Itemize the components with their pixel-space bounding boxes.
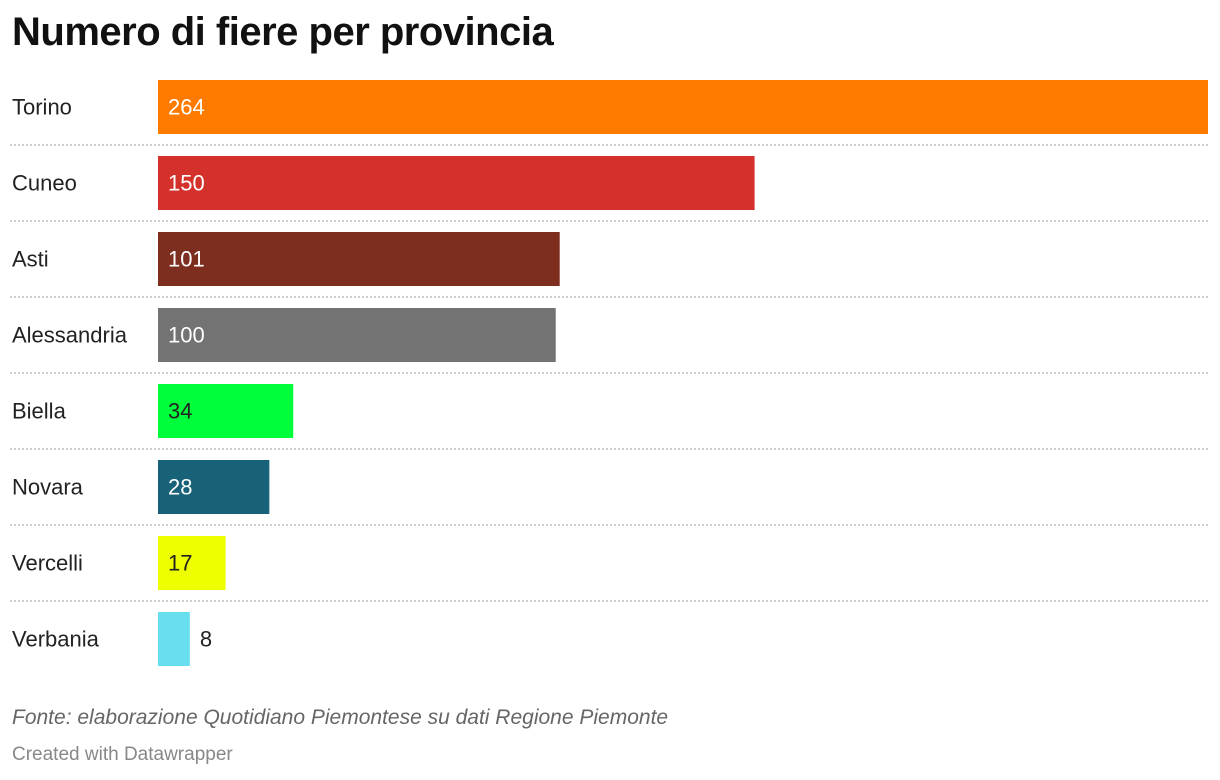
credit-link[interactable]: Created with Datawrapper <box>12 744 233 765</box>
bars-group: Torino 264 Cuneo 150 Asti 101 Alessandria 100 Bi… <box>12 80 1208 666</box>
chart-title: Numero di fiere per provincia <box>12 10 554 54</box>
bar-row-alessandria: Alessandria 100 <box>12 308 556 362</box>
category-label: Asti <box>12 247 49 272</box>
value-label: 101 <box>168 247 205 272</box>
bar <box>158 460 270 514</box>
category-label: Torino <box>12 95 72 120</box>
bar-chart: Torino 264 Cuneo 150 Asti 101 Alessandria 100 Bi… <box>10 80 1208 666</box>
category-label: Vercelli <box>12 551 83 576</box>
value-label: 150 <box>168 171 205 196</box>
bar <box>158 536 226 590</box>
value-label: 8 <box>200 627 212 652</box>
bar-row-asti: Asti 101 <box>12 232 560 286</box>
source-note: Fonte: elaborazione Quotidiano Piemontes… <box>12 706 669 729</box>
value-label: 100 <box>168 323 205 348</box>
bar <box>158 612 190 666</box>
bar <box>158 80 1208 134</box>
bar-row-torino: Torino 264 <box>12 80 1208 134</box>
bar-row-verbania: Verbania 8 <box>12 612 212 666</box>
bar-row-vercelli: Vercelli 17 <box>12 536 226 590</box>
category-label: Cuneo <box>12 171 77 196</box>
bar <box>158 156 755 210</box>
category-label: Alessandria <box>12 323 128 348</box>
category-label: Biella <box>12 399 67 424</box>
value-label: 17 <box>168 551 192 576</box>
row-separators <box>10 144 1208 602</box>
bar <box>158 384 294 438</box>
category-label: Verbania <box>12 627 100 652</box>
bar-row-novara: Novara 28 <box>12 460 270 514</box>
value-label: 264 <box>168 95 205 120</box>
bar <box>158 232 560 286</box>
value-label: 28 <box>168 475 192 500</box>
value-label: 34 <box>168 399 192 424</box>
bar <box>158 308 556 362</box>
bar-row-cuneo: Cuneo 150 <box>12 156 755 210</box>
category-label: Novara <box>12 475 84 500</box>
bar-row-biella: Biella 34 <box>12 384 294 438</box>
